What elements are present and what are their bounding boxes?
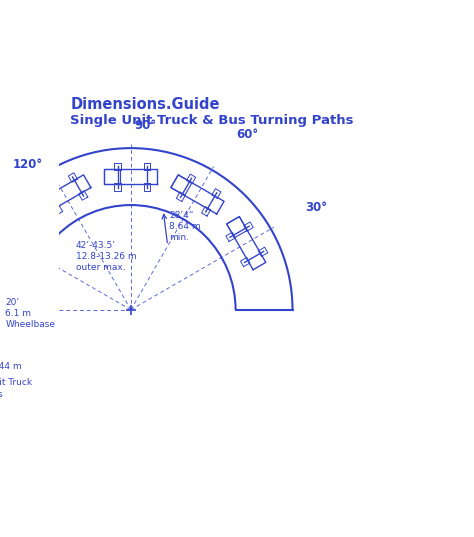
Text: 28’4”
8.64 m
min.: 28’4” 8.64 m min. bbox=[169, 211, 201, 242]
Text: 20’
6.1 m
Wheelbase: 20’ 6.1 m Wheelbase bbox=[5, 298, 55, 329]
Text: 8’ | 2.44 m: 8’ | 2.44 m bbox=[0, 362, 22, 371]
Text: 60°: 60° bbox=[236, 128, 258, 141]
Text: 30°: 30° bbox=[305, 201, 327, 214]
Text: 90°: 90° bbox=[135, 119, 156, 132]
Text: 42’-43.5’
12.8-13.26 m
outer max.: 42’-43.5’ 12.8-13.26 m outer max. bbox=[76, 241, 137, 272]
Text: 120°: 120° bbox=[12, 158, 42, 171]
Text: Single Unit Truck
Bus: Single Unit Truck Bus bbox=[0, 379, 32, 399]
Text: Dimensions.Guide: Dimensions.Guide bbox=[70, 97, 220, 112]
Text: Single Unit Truck & Bus Turning Paths: Single Unit Truck & Bus Turning Paths bbox=[70, 114, 354, 127]
